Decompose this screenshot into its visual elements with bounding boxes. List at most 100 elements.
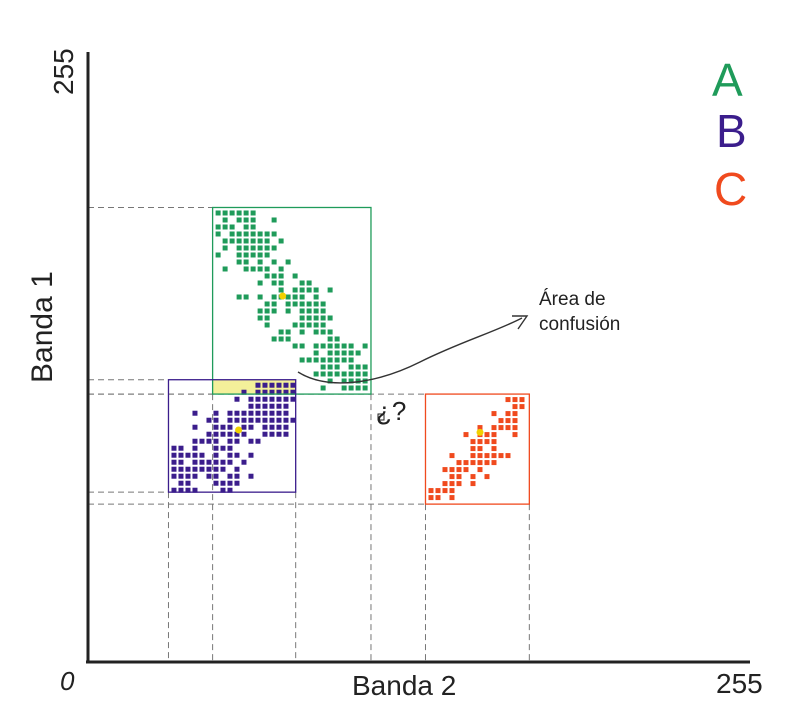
- class-b-pixel: [234, 410, 240, 416]
- class-b-pixel: [248, 403, 254, 409]
- class-b-pixel: [283, 396, 289, 402]
- class-b-pixel: [234, 417, 240, 423]
- class-b-pixel: [227, 459, 233, 465]
- class-c-pixel: [512, 425, 518, 431]
- class-a-pixel: [264, 238, 270, 244]
- arrow-head-icon: [512, 315, 529, 330]
- class-b-pixel: [262, 382, 268, 388]
- class-b-pixel: [269, 417, 275, 423]
- class-c-pixel: [442, 488, 448, 494]
- class-a-pixel: [236, 252, 242, 258]
- class-a-pixel: [250, 238, 256, 244]
- class-b-pixel: [220, 487, 226, 493]
- class-a-pixel: [292, 287, 298, 293]
- class-a-pixel: [285, 294, 291, 300]
- class-box-c: [424, 393, 530, 505]
- class-a-pixel: [334, 350, 340, 356]
- class-b-pixel: [227, 410, 233, 416]
- class-c-pixel: [491, 411, 497, 417]
- class-b-pixel: [220, 445, 226, 451]
- class-c-pixel: [505, 418, 511, 424]
- class-a-pixel: [327, 329, 333, 335]
- class-a-pixel: [215, 224, 221, 230]
- class-b-pixel: [206, 431, 212, 437]
- class-a-pixel: [292, 322, 298, 328]
- class-b-pixel: [213, 466, 219, 472]
- class-a-pixel: [243, 252, 249, 258]
- class-b-pixel: [248, 410, 254, 416]
- class-b-pixel: [206, 438, 212, 444]
- class-b-pixel: [227, 473, 233, 479]
- class-b-pixel: [227, 452, 233, 458]
- class-c-pixel: [484, 474, 490, 480]
- class-b-pixel: [199, 438, 205, 444]
- class-c-pixel: [491, 446, 497, 452]
- class-b-pixel: [283, 410, 289, 416]
- class-c-pixel: [428, 488, 434, 494]
- class-a-pixel: [292, 294, 298, 300]
- class-b-pixel: [262, 403, 268, 409]
- class-a-pixel: [348, 371, 354, 377]
- class-a-pixel: [285, 301, 291, 307]
- class-b-pixel: [248, 473, 254, 479]
- class-b-pixel: [185, 452, 191, 458]
- class-a-pixel: [271, 217, 277, 223]
- class-b-pixel: [255, 382, 261, 388]
- class-b-pixel: [276, 431, 282, 437]
- class-a-pixel: [327, 336, 333, 342]
- class-a-pixel: [320, 329, 326, 335]
- class-b-pixel: [192, 473, 198, 479]
- class-c-pixel: [491, 460, 497, 466]
- class-c-pixel: [498, 453, 504, 459]
- class-a-pixel: [348, 385, 354, 391]
- class-a-pixel: [327, 350, 333, 356]
- class-c-pixel: [512, 411, 518, 417]
- class-a-pixel: [299, 294, 305, 300]
- class-a-pixel: [243, 259, 249, 265]
- legend-c: C: [714, 163, 747, 215]
- class-a-pixel: [299, 357, 305, 363]
- class-b-pixel: [234, 480, 240, 486]
- class-a-pixel: [341, 385, 347, 391]
- class-c-pixel: [484, 453, 490, 459]
- class-b-pixel: [269, 396, 275, 402]
- class-c-pixel: [484, 432, 490, 438]
- class-b-pixel: [283, 417, 289, 423]
- class-b-pixel: [269, 410, 275, 416]
- class-b-pixel: [290, 396, 296, 402]
- class-b-pixel: [276, 382, 282, 388]
- class-b-pixel: [283, 424, 289, 430]
- class-b-pixel: [213, 410, 219, 416]
- class-b-pixel: [234, 431, 240, 437]
- class-a-pixel: [236, 210, 242, 216]
- class-a-pixel: [264, 315, 270, 321]
- class-a-pixel: [285, 259, 291, 265]
- centroid-a: [279, 292, 287, 300]
- class-a-pixel: [278, 280, 284, 286]
- class-a-pixel: [215, 231, 221, 237]
- class-c-pixel: [512, 397, 518, 403]
- class-a-pixel: [327, 315, 333, 321]
- class-a-pixel: [306, 322, 312, 328]
- class-boxes: [167, 206, 530, 505]
- class-b-pixel: [213, 417, 219, 423]
- class-b-pixel: [185, 466, 191, 472]
- class-b-pixel: [241, 431, 247, 437]
- class-c-pixel: [470, 453, 476, 459]
- centroid-b: [235, 426, 243, 434]
- class-a-pixel: [250, 245, 256, 251]
- class-a-pixel: [257, 280, 263, 286]
- class-b-pixel: [171, 452, 177, 458]
- confusion-arrow: [297, 317, 523, 384]
- class-c-pixel: [477, 467, 483, 473]
- class-a-pixel: [257, 231, 263, 237]
- class-c-pixel: [449, 474, 455, 480]
- class-a-pixel: [355, 364, 361, 370]
- class-a-pixel: [292, 301, 298, 307]
- class-a-pixel: [327, 371, 333, 377]
- class-b-pixel: [283, 403, 289, 409]
- class-b-pixel: [220, 424, 226, 430]
- class-b-pixel: [192, 410, 198, 416]
- class-a-pixel: [313, 301, 319, 307]
